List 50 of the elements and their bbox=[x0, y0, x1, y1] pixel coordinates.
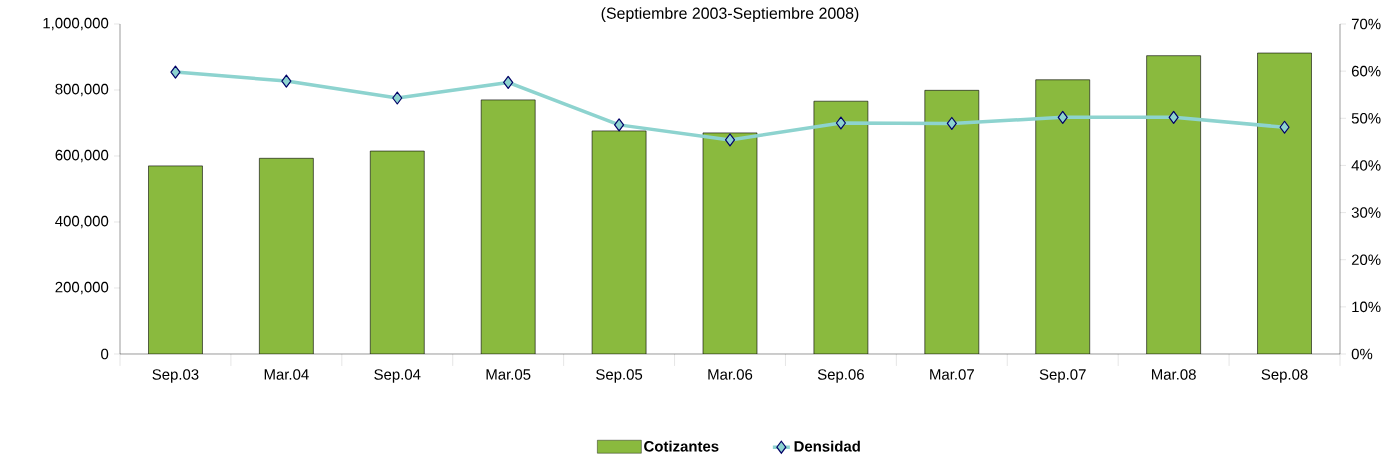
bar bbox=[481, 99, 536, 354]
legend-label: Densidad bbox=[794, 440, 860, 452]
point bbox=[614, 118, 625, 132]
bar bbox=[1146, 55, 1201, 354]
y-tick-label: 800,000 bbox=[55, 83, 109, 97]
bar bbox=[1257, 52, 1312, 354]
y2-tick-label: 70% bbox=[1351, 18, 1381, 30]
x-tick-label: Sep.05 bbox=[596, 369, 643, 383]
point bbox=[1057, 110, 1068, 124]
point bbox=[724, 133, 736, 147]
x-tick-label: Sep.08 bbox=[1261, 369, 1308, 383]
point bbox=[281, 74, 292, 88]
bar bbox=[259, 158, 314, 354]
y2-tick-label: 20% bbox=[1351, 254, 1381, 265]
bar bbox=[813, 101, 868, 354]
y2-tick-label: 0% bbox=[1351, 348, 1373, 360]
y-tick-label: 200,000 bbox=[55, 281, 109, 295]
bar bbox=[148, 165, 203, 354]
x-tick-label: Mar.06 bbox=[708, 369, 753, 380]
bar bbox=[703, 132, 757, 354]
y2-tick-label: 10% bbox=[1352, 301, 1381, 313]
y2-tick-label: 50% bbox=[1351, 112, 1381, 124]
bar bbox=[370, 151, 425, 354]
x-tick-label: Sep.03 bbox=[152, 369, 199, 383]
bar bbox=[592, 130, 647, 354]
x-tick-label: Sep.06 bbox=[817, 369, 864, 383]
point bbox=[392, 91, 403, 105]
point bbox=[1168, 110, 1179, 124]
x-tick-label: Sep.04 bbox=[374, 369, 421, 383]
x-tick-label: Mar.05 bbox=[486, 369, 531, 380]
y2-tick-label: 30% bbox=[1351, 207, 1381, 218]
legend-label: Cotizantes bbox=[644, 440, 719, 452]
point bbox=[835, 116, 846, 130]
bar bbox=[1035, 79, 1090, 354]
y-tick-label: 0 bbox=[101, 348, 109, 360]
x-tick-label: Mar.04 bbox=[264, 369, 309, 380]
x-tick-label: Mar.08 bbox=[1152, 369, 1196, 380]
y2-tick-label: 40% bbox=[1351, 160, 1381, 171]
point bbox=[503, 75, 514, 90]
y-tick-label: 600,000 bbox=[55, 149, 109, 163]
chart-title: (Septiembre 2003-Septiembre 2008) bbox=[601, 7, 859, 23]
y-tick-label: 400,000 bbox=[55, 215, 109, 229]
y-tick-label: 1,000,000 bbox=[43, 17, 109, 31]
point bbox=[1279, 120, 1290, 134]
point bbox=[946, 116, 957, 131]
x-tick-label: Sep.07 bbox=[1039, 369, 1086, 383]
bar bbox=[924, 90, 979, 354]
y2-tick-label: 60% bbox=[1351, 65, 1381, 77]
x-tick-label: Mar.07 bbox=[930, 369, 974, 380]
point bbox=[170, 65, 181, 79]
